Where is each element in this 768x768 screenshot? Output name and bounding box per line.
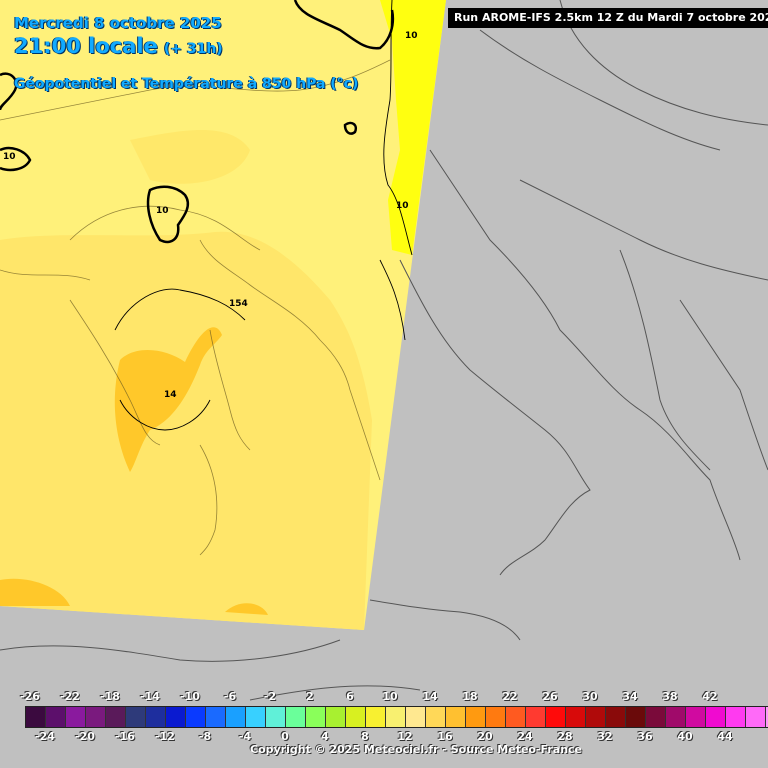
parameter-title: Géopotentiel et Température à 850 hPa (°… (14, 76, 359, 92)
legend-tick-bottom: -8 (198, 730, 212, 743)
legend-tick-bottom: 4 (321, 730, 329, 743)
zone-14c-south (0, 578, 70, 606)
borders-inside (0, 59, 391, 556)
legend-swatch (706, 707, 726, 727)
legend-tick-top: 22 (502, 690, 518, 703)
legend-tick-bottom: 12 (397, 730, 413, 743)
legend-swatch (126, 707, 146, 727)
legend-tick-top: 14 (422, 690, 438, 703)
legend-swatch (426, 707, 446, 727)
contour-label: 10 (156, 206, 169, 216)
legend-swatch (146, 707, 166, 727)
legend-swatch (686, 707, 706, 727)
legend-tick-bottom: 24 (517, 730, 533, 743)
zone-12c (0, 231, 372, 630)
legend-swatch (566, 707, 586, 727)
legend-tick-top: 38 (662, 690, 678, 703)
contour-label: 14 (164, 390, 177, 400)
contour-label: 10 (396, 201, 409, 211)
legend-tick-top: -10 (180, 690, 200, 703)
legend-tick-top: -2 (263, 690, 277, 703)
coastlines-outside (0, 0, 768, 701)
legend-tick-top: 10 (382, 690, 398, 703)
band-bright-yellow (380, 0, 446, 255)
legend-tick-top: 18 (462, 690, 478, 703)
legend-tick-top: 42 (702, 690, 718, 703)
run-banner: Run AROME-IFS 2.5km 12 Z du Mardi 7 octo… (448, 8, 768, 28)
contour-label: 10 (3, 152, 16, 162)
legend-swatch (86, 707, 106, 727)
legend-tick-bottom: 40 (677, 730, 693, 743)
legend-swatch (26, 707, 46, 727)
legend-tick-bottom: -24 (35, 730, 55, 743)
legend-swatch (586, 707, 606, 727)
legend-tick-top: -26 (20, 690, 40, 703)
legend-swatch (306, 707, 326, 727)
legend-tick-bottom: 36 (637, 730, 653, 743)
legend-swatch (346, 707, 366, 727)
legend-swatch (746, 707, 766, 727)
legend-swatch (726, 707, 746, 727)
legend-tick-bottom: 32 (597, 730, 613, 743)
contour-label: 10 (405, 31, 418, 41)
legend-swatch (546, 707, 566, 727)
zone-14c-south2 (225, 603, 268, 615)
lead-time: (+ 31h) (163, 41, 223, 57)
legend-swatch (66, 707, 86, 727)
legend-tick-bottom: -12 (155, 730, 175, 743)
legend-swatch (266, 707, 286, 727)
zone-14c (114, 327, 222, 472)
legend-tick-top: 2 (306, 690, 314, 703)
legend-swatch (526, 707, 546, 727)
legend-tick-top: 34 (622, 690, 638, 703)
legend-tick-bottom: 20 (477, 730, 493, 743)
legend-swatch (766, 707, 768, 727)
zone-12c-north (130, 130, 250, 184)
color-legend: Copyright © 2025 Meteociel.fr - Source M… (0, 686, 768, 768)
forecast-date: Mercredi 8 octobre 2025 (14, 14, 222, 32)
legend-swatch (406, 707, 426, 727)
legend-swatch (186, 707, 206, 727)
legend-tick-top: 26 (542, 690, 558, 703)
legend-tick-bottom: 16 (437, 730, 453, 743)
legend-swatch (286, 707, 306, 727)
legend-tick-top: -6 (223, 690, 237, 703)
legend-swatch (166, 707, 186, 727)
legend-swatch (446, 707, 466, 727)
legend-tick-top: -22 (60, 690, 80, 703)
legend-tick-top: -18 (100, 690, 120, 703)
forecast-time: 21:00 locale (+ 31h) (14, 34, 223, 58)
legend-swatch (606, 707, 626, 727)
legend-swatch (626, 707, 646, 727)
legend-swatch (226, 707, 246, 727)
legend-swatch (666, 707, 686, 727)
legend-swatch (206, 707, 226, 727)
local-time: 21:00 locale (14, 34, 158, 58)
isotherms-thin (114, 0, 413, 431)
legend-tick-bottom: -4 (238, 730, 252, 743)
legend-swatch (466, 707, 486, 727)
legend-swatch (386, 707, 406, 727)
legend-swatch (106, 707, 126, 727)
legend-tick-bottom: 0 (281, 730, 289, 743)
legend-swatch (646, 707, 666, 727)
legend-swatch (506, 707, 526, 727)
legend-tick-bottom: 28 (557, 730, 573, 743)
legend-tick-bottom: -16 (115, 730, 135, 743)
legend-swatch (486, 707, 506, 727)
legend-swatches (25, 706, 768, 728)
legend-swatch (366, 707, 386, 727)
legend-tick-bottom: -20 (75, 730, 95, 743)
legend-tick-top: 30 (582, 690, 598, 703)
legend-swatch (246, 707, 266, 727)
copyright-notice: Copyright © 2025 Meteociel.fr - Source M… (250, 743, 583, 756)
contour-label: 154 (229, 299, 248, 309)
legend-tick-bottom: 44 (717, 730, 733, 743)
legend-tick-top: -14 (140, 690, 160, 703)
legend-tick-bottom: 8 (361, 730, 369, 743)
legend-tick-top: 6 (346, 690, 354, 703)
legend-swatch (46, 707, 66, 727)
legend-swatch (326, 707, 346, 727)
